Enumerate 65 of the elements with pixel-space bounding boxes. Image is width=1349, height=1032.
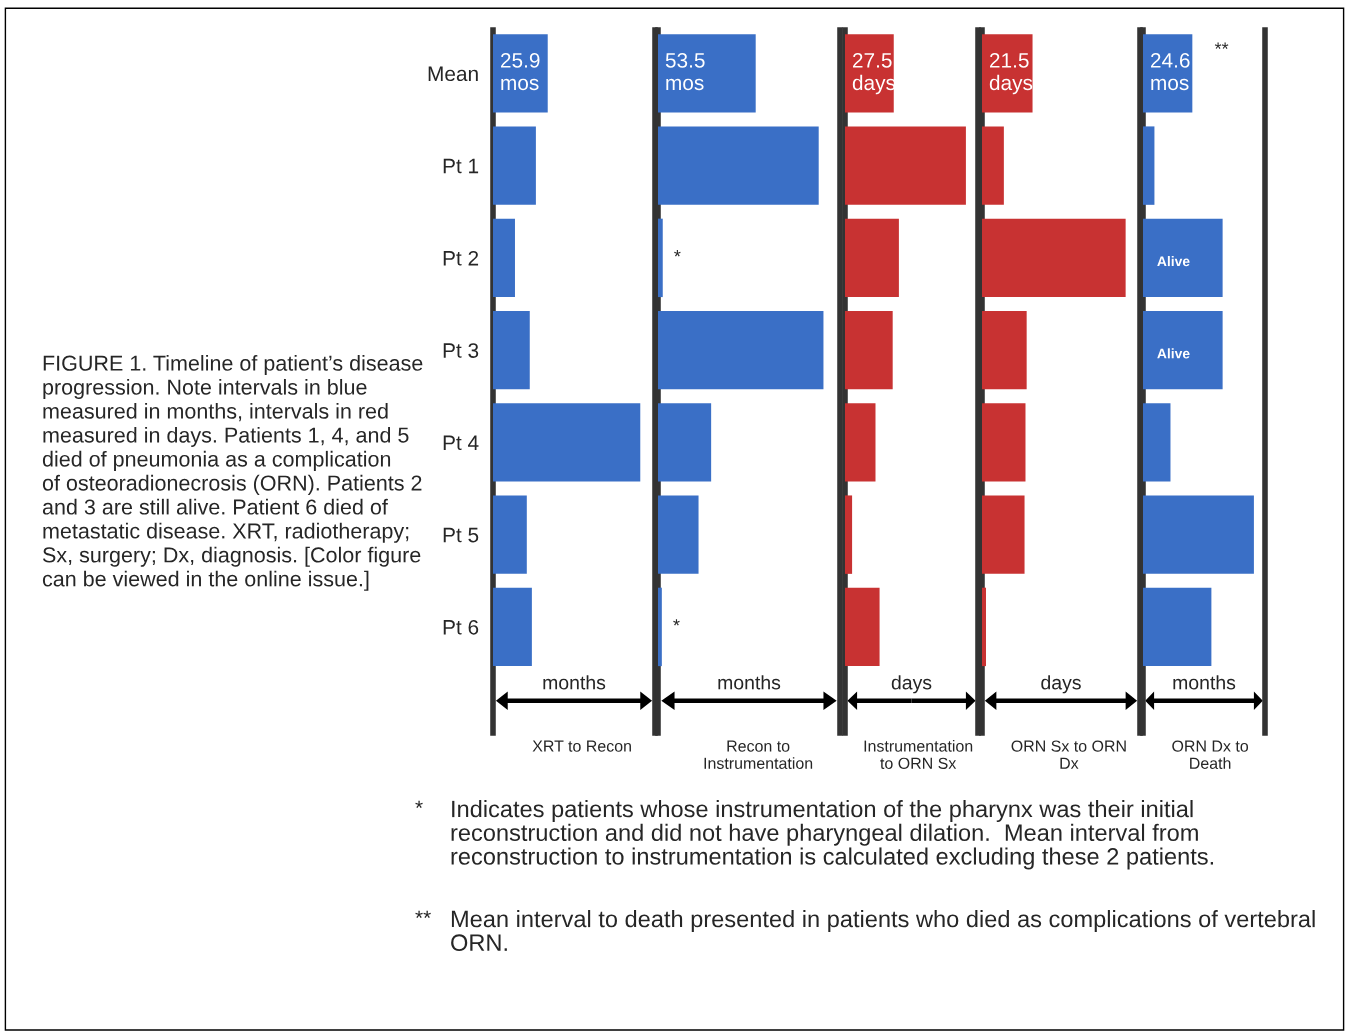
bar — [658, 34, 756, 113]
annotation: * — [673, 619, 680, 626]
data-label: 21.5 days — [989, 52, 1033, 95]
text: FIGURE 1. Timeline of patient’s disease progression. Note intervals in blue measured in months, intervals in red measured in days. Patients 1, 4, and 5 died of pneumonia as a complication of osteoradionecrosis (ORN). Patients 2 and 3 are still alive. Patient 6 died of metastatic disease. XRT, radiotherapy; Sx, surgery; Dx, diagnosis. [Color figure can be viewed in the online issue.] — [42, 355, 423, 591]
y-tick-label: Pt 2 — [443, 250, 479, 266]
bar — [493, 495, 527, 574]
text: Instrumentation to ORN Sx — [864, 740, 973, 769]
text: ORN Sx to ORN Dx — [1011, 740, 1126, 769]
bar — [982, 403, 1026, 482]
x-axis-title: days — [1041, 675, 1081, 694]
y-tick-label: Pt 4 — [443, 435, 479, 451]
text: XRT to Recon — [532, 740, 631, 752]
bar — [845, 310, 893, 390]
bar — [493, 310, 530, 390]
bar — [845, 34, 894, 113]
bar — [1143, 126, 1155, 205]
y-tick-label: Pt 1 — [443, 158, 479, 174]
bar — [1143, 34, 1193, 113]
data-label: 25.9 mos — [500, 52, 540, 91]
bar — [982, 218, 1126, 298]
bar — [658, 403, 712, 482]
bar — [1143, 310, 1223, 390]
bar — [845, 403, 876, 482]
y-tick-label: Pt 3 — [443, 343, 479, 358]
data-label: 24.6 mos — [1150, 52, 1190, 91]
bar — [845, 495, 853, 574]
bar — [845, 218, 899, 298]
bar — [1143, 495, 1254, 574]
x-axis-title: months — [543, 675, 606, 690]
data-label: Alive — [1157, 256, 1190, 267]
text: ** Mean interval to death presented in patients who died as complications of vertebral ORN. — [415, 910, 1315, 952]
annotation: ** — [1214, 42, 1229, 49]
bar — [982, 587, 986, 667]
bar — [1143, 587, 1212, 667]
data-label: 27.5 days — [852, 52, 896, 95]
bar — [982, 310, 1027, 390]
data-label: 53.5 mos — [665, 52, 705, 91]
x-axis-title: months — [718, 675, 781, 690]
bar — [493, 587, 532, 667]
bar — [982, 34, 1033, 113]
x-axis-title: days — [891, 675, 932, 694]
bar — [493, 34, 548, 113]
bar — [982, 495, 1025, 574]
text: ORN Dx to Death — [1172, 740, 1249, 769]
annotation: * — [674, 250, 681, 257]
text: * Indicates patients whose instrumentation of the pharynx was their initial reconstruction and did not have pharyngeal dilation. Mean interval from reconstruction to instrumentation is calculated excluding these 2 patients. — [415, 800, 1214, 870]
bar — [493, 218, 515, 298]
bar — [1143, 403, 1171, 482]
bar — [1143, 218, 1223, 298]
bar — [845, 587, 880, 667]
bar — [845, 126, 966, 205]
x-axis-title: months — [1173, 675, 1236, 690]
text: Recon to Instrumentation — [704, 740, 813, 769]
bar — [658, 587, 662, 667]
bar — [982, 126, 1004, 205]
bar — [493, 403, 641, 482]
y-tick-label: Pt 5 — [443, 527, 479, 543]
y-tick-label: Pt 6 — [443, 619, 479, 635]
bar — [658, 310, 824, 390]
y-tick-label: Mean — [428, 66, 478, 82]
data-label: Alive — [1157, 348, 1190, 359]
bar — [658, 218, 663, 298]
bar — [493, 126, 536, 205]
bar — [658, 126, 819, 205]
bar — [658, 495, 699, 574]
